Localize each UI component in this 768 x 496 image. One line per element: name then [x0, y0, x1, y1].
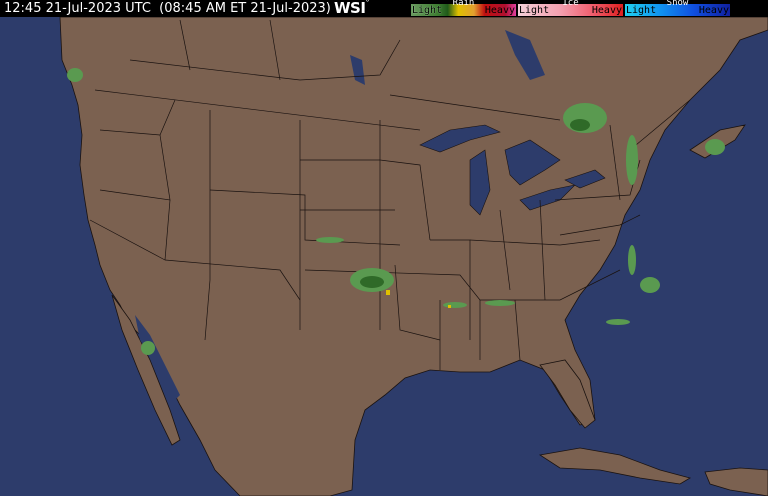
legend-snow: Snow Light Heavy — [624, 0, 731, 17]
gulf-of-california — [135, 315, 180, 400]
wsi-logo: WSI° — [334, 0, 369, 17]
lake-superior-north — [505, 30, 545, 80]
state-borders — [89, 19, 691, 370]
land-florida — [539, 359, 596, 429]
timestamp: 12:45 21-Jul-2023 UTC (08:45 AM ET 21-Ju… — [4, 1, 331, 16]
great-lakes — [419, 124, 606, 216]
land-cuba — [538, 447, 692, 485]
map-canvas — [59, 17, 768, 496]
legend-ice: Ice Light Heavy — [517, 0, 624, 17]
land-hispaniola — [704, 467, 768, 496]
header-bar: 12:45 21-Jul-2023 UTC (08:45 AM ET 21-Ju… — [0, 0, 768, 17]
radar-echoes — [67, 68, 725, 355]
legend-rain: Rain Light Heavy — [410, 0, 517, 17]
lake-winnipeg — [350, 55, 365, 85]
land-north-america — [59, 17, 768, 496]
